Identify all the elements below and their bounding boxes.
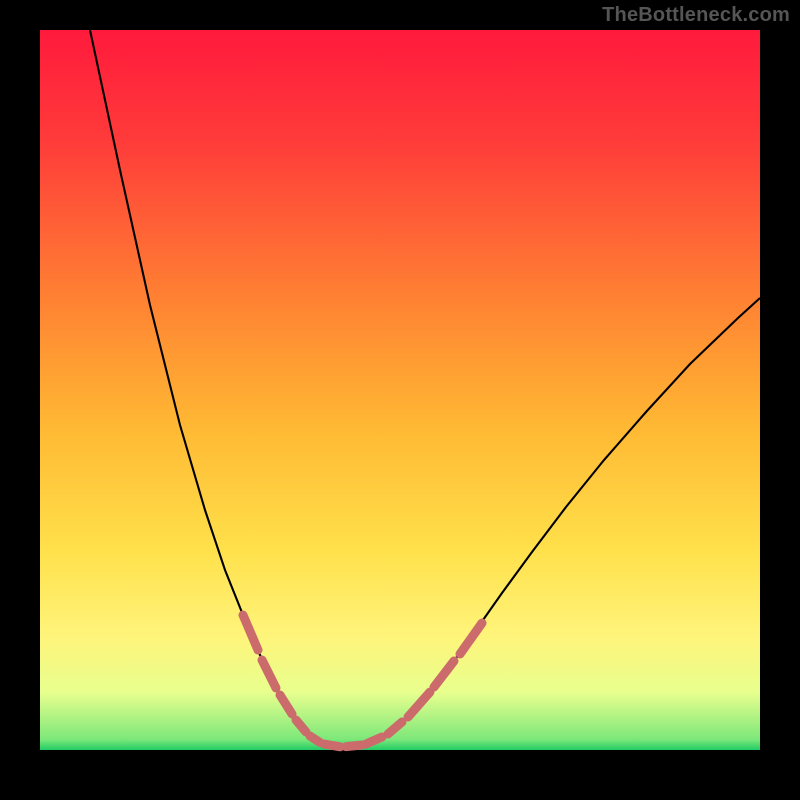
- figure-root: TheBottleneck.com: [0, 0, 800, 800]
- highlight-segment: [366, 737, 382, 744]
- figure-svg: [0, 0, 800, 800]
- highlight-segment: [324, 744, 340, 747]
- plot-area: [40, 30, 760, 750]
- highlight-segment: [346, 745, 362, 747]
- highlight-segment: [310, 736, 320, 743]
- watermark-text: TheBottleneck.com: [602, 4, 790, 27]
